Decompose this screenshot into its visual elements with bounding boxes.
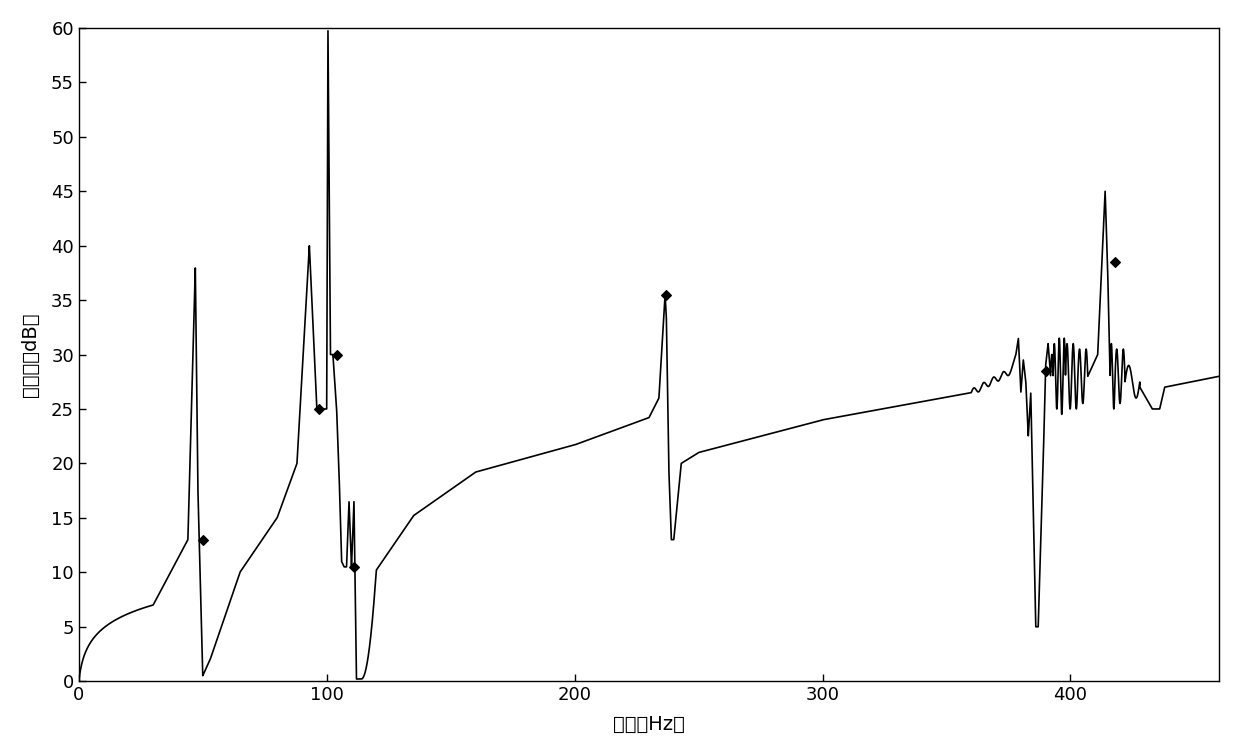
X-axis label: 频率（Hz）: 频率（Hz） [613, 715, 684, 734]
Y-axis label: 隔声量（dB）: 隔声量（dB） [21, 313, 40, 397]
